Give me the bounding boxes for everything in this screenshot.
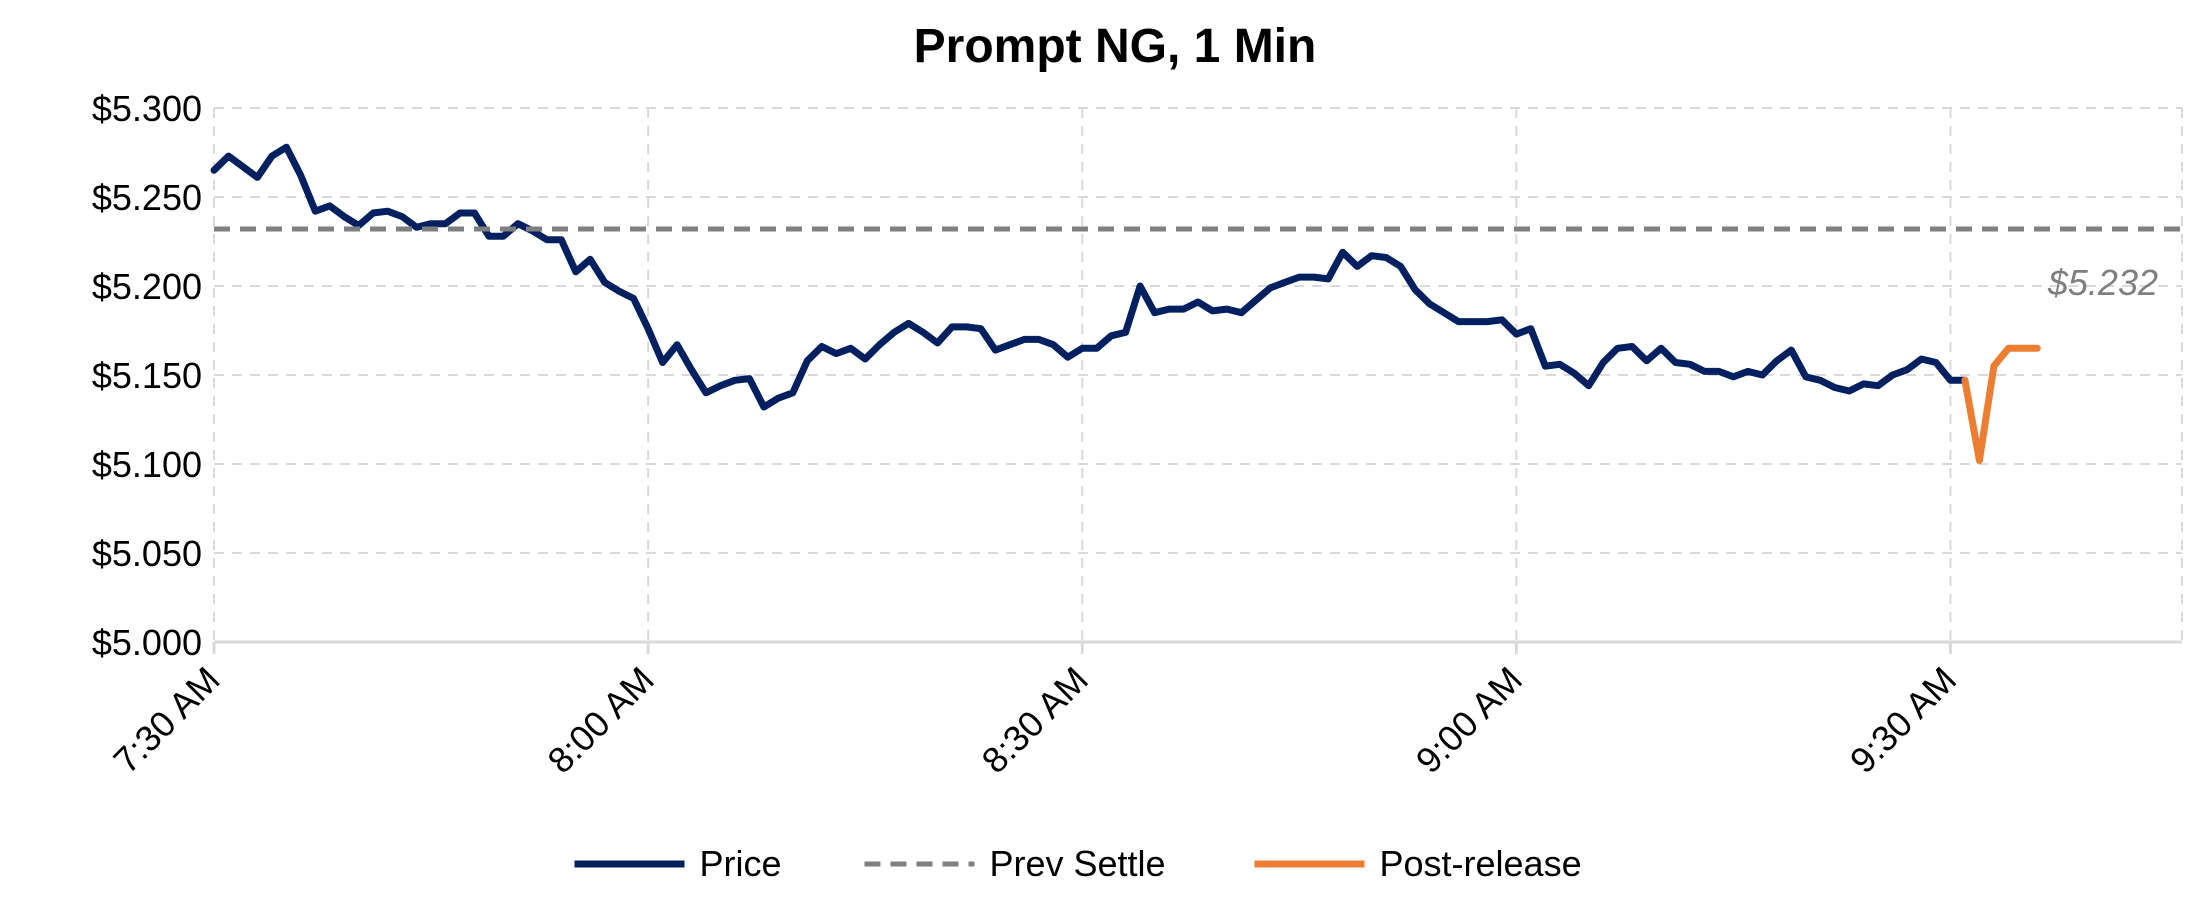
y-tick-label: $5.150: [92, 355, 202, 396]
y-tick-label: $5.050: [92, 533, 202, 574]
legend: Price Prev Settle Post-release: [574, 843, 1582, 884]
y-tick-label: $5.250: [92, 177, 202, 218]
x-tick-label: 8:30 AM: [973, 659, 1095, 781]
series-line-price: [210, 143, 1969, 411]
annotations: $5.232: [2047, 262, 2158, 303]
grid: [213, 107, 2183, 642]
axes: $5.000 $5.050 $5.100 $5.150 $5.200 $5.250 $5.3…: [92, 88, 2182, 781]
legend-item: Post-release: [1254, 843, 1582, 884]
prev-settle-annotation: $5.232: [2047, 262, 2158, 303]
legend-label: Post-release: [1380, 843, 1582, 884]
y-tick-label: $5.000: [92, 622, 202, 663]
series-line-post-release: [1961, 344, 2041, 464]
legend-item: Prev Settle: [864, 843, 1166, 884]
x-tick-label: 9:30 AM: [1842, 659, 1964, 781]
y-tick-label: $5.300: [92, 88, 202, 129]
legend-label: Prev Settle: [990, 843, 1166, 884]
x-tick-label: 7:30 AM: [105, 659, 227, 781]
legend-item: Price: [574, 843, 782, 884]
chart-title: Prompt NG, 1 Min: [914, 20, 1317, 73]
x-tick-label: 8:00 AM: [539, 659, 661, 781]
series-group: [210, 143, 2182, 464]
y-tick-label: $5.200: [92, 266, 202, 307]
x-tick-label: 9:00 AM: [1408, 659, 1530, 781]
legend-label: Price: [700, 843, 782, 884]
y-tick-label: $5.100: [92, 444, 202, 485]
